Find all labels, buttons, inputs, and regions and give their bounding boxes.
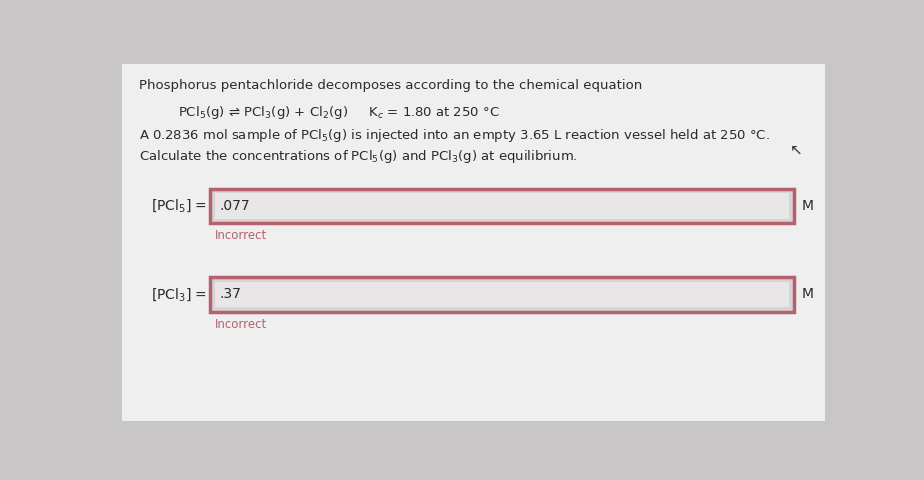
FancyBboxPatch shape: [122, 64, 825, 421]
Text: Incorrect: Incorrect: [214, 229, 267, 242]
FancyBboxPatch shape: [214, 193, 789, 218]
Text: Incorrect: Incorrect: [214, 318, 267, 331]
Text: Phosphorus pentachloride decomposes according to the chemical equation: Phosphorus pentachloride decomposes acco…: [139, 79, 642, 92]
Text: A 0.2836 mol sample of PCl$_5$(g) is injected into an empty 3.65 L reaction vess: A 0.2836 mol sample of PCl$_5$(g) is inj…: [139, 127, 770, 144]
FancyBboxPatch shape: [210, 277, 794, 312]
FancyBboxPatch shape: [214, 282, 789, 307]
Text: .37: .37: [219, 288, 241, 301]
FancyBboxPatch shape: [210, 189, 794, 223]
Text: M: M: [801, 288, 813, 301]
Text: [PCl$_3$] =: [PCl$_3$] =: [151, 286, 207, 303]
Text: PCl$_5$(g) ⇌ PCl$_3$(g) + Cl$_2$(g)     K$_c$ = 1.80 at 250 °C: PCl$_5$(g) ⇌ PCl$_3$(g) + Cl$_2$(g) K$_c…: [177, 104, 499, 121]
Text: ↖: ↖: [790, 142, 803, 157]
Text: Calculate the concentrations of PCl$_5$(g) and PCl$_3$(g) at equilibrium.: Calculate the concentrations of PCl$_5$(…: [139, 148, 578, 166]
Text: .077: .077: [219, 199, 250, 213]
Text: M: M: [801, 199, 813, 213]
Text: [PCl$_5$] =: [PCl$_5$] =: [151, 197, 207, 214]
